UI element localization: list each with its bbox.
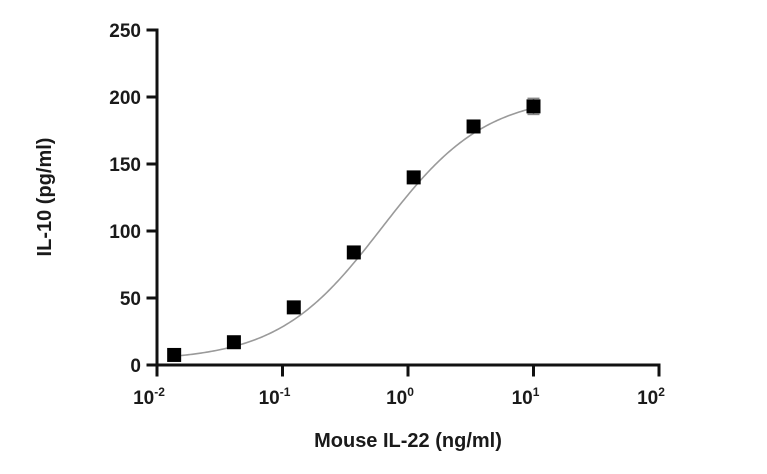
square-marker: [406, 170, 421, 185]
square-marker: [226, 335, 241, 350]
y-axis-title: IL-10 (pg/ml): [34, 138, 56, 257]
x-tick-label: 102: [637, 385, 665, 409]
square-marker: [167, 347, 182, 362]
x-tick-label: 100: [386, 385, 414, 409]
axes: [146, 28, 661, 377]
fit-curve: [174, 107, 534, 357]
y-tick-label: 100: [109, 222, 141, 243]
square-marker: [346, 245, 361, 260]
x-tick-label: 101: [512, 385, 540, 409]
square-marker: [466, 119, 481, 134]
y-tick-label: 200: [109, 88, 141, 109]
y-tick-label: 150: [109, 155, 141, 176]
fit-curve-path: [174, 107, 534, 357]
y-tick-label: 0: [130, 356, 141, 377]
x-tick-label: 10-2: [133, 385, 165, 409]
y-tick-label: 50: [120, 289, 141, 310]
x-tick-label: 10-1: [259, 385, 291, 409]
tick-labels: 0 50 100 150 200 250 10-2 10-1 100 101 102: [109, 21, 665, 409]
y-tick-label: 250: [109, 21, 141, 42]
x-axis-title: Mouse IL-22 (ng/ml): [314, 430, 502, 452]
square-marker: [286, 300, 301, 315]
data-points: [167, 97, 541, 362]
square-marker: [526, 99, 541, 114]
